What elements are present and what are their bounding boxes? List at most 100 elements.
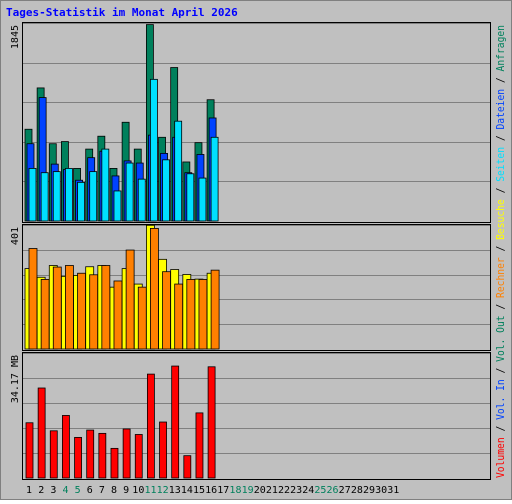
x-tick-label-day-27: 27 xyxy=(339,485,351,496)
y-max-label-visits: 401 xyxy=(10,227,21,245)
bar-volumen-day-16 xyxy=(207,366,216,479)
bar-seiten-day-11 xyxy=(149,78,158,222)
bar-volumen-day-5 xyxy=(74,436,82,479)
x-tick-label-day-22: 22 xyxy=(278,485,290,496)
bar-rechner-day-2 xyxy=(40,279,50,350)
bar-volumen-day-1 xyxy=(25,422,34,479)
x-tick-label-day-24: 24 xyxy=(302,485,314,496)
bar-seiten-day-7 xyxy=(101,148,110,222)
x-tick-label-day-31: 31 xyxy=(387,485,399,496)
legend-separator: / xyxy=(495,298,507,315)
x-tick-label-day-26: 26 xyxy=(327,485,339,496)
legend-entry: Dateien xyxy=(495,89,507,130)
bar-seiten-day-9 xyxy=(125,162,134,222)
x-tick-label-day-21: 21 xyxy=(266,485,278,496)
legend-entry: Anfragen xyxy=(495,25,507,71)
bar-seiten-day-12 xyxy=(162,159,170,222)
bar-volumen-day-3 xyxy=(49,430,58,479)
bar-rechner-day-1 xyxy=(28,248,38,350)
bar-seiten-day-5 xyxy=(77,181,85,222)
legend-entry: Volumen xyxy=(495,437,507,478)
bar-rechner-day-13 xyxy=(174,283,184,350)
bar-rechner-day-4 xyxy=(65,265,74,350)
x-tick-label-day-2: 2 xyxy=(38,485,44,496)
bar-rechner-day-7 xyxy=(101,265,111,350)
bar-rechner-day-15 xyxy=(198,279,208,350)
x-tick-label-day-23: 23 xyxy=(290,485,302,496)
x-tick-label-day-11: 11 xyxy=(144,485,156,496)
bar-volumen-day-12 xyxy=(159,421,167,479)
x-tick-label-day-3: 3 xyxy=(50,485,56,496)
legend-entry: Vol. Out xyxy=(495,315,507,361)
bar-seiten-day-13 xyxy=(174,120,183,222)
bar-seiten-day-15 xyxy=(198,177,207,222)
x-tick-label-day-20: 20 xyxy=(254,485,266,496)
bar-volumen-day-6 xyxy=(86,429,95,479)
x-tick-label-day-5: 5 xyxy=(75,485,81,496)
x-tick-label-day-14: 14 xyxy=(181,485,193,496)
bar-volumen-day-13 xyxy=(171,365,180,479)
x-tick-label-day-8: 8 xyxy=(111,485,117,496)
bar-rechner-day-16 xyxy=(210,269,220,350)
legend-separator: / xyxy=(495,240,507,257)
x-tick-label-day-16: 16 xyxy=(205,485,217,496)
legend-entry: Besuche xyxy=(495,199,507,240)
x-tick-label-day-28: 28 xyxy=(351,485,363,496)
bar-volumen-day-15 xyxy=(195,412,204,479)
bar-seiten-day-8 xyxy=(113,190,122,222)
legend-entry: Rechner xyxy=(495,257,507,298)
x-tick-label-day-29: 29 xyxy=(363,485,375,496)
x-tick-label-day-9: 9 xyxy=(123,485,129,496)
legend-entry: Vol. In xyxy=(495,379,507,420)
legend-text: Volumen / Vol. In / Vol. Out / Rechner /… xyxy=(495,25,507,478)
x-tick-label-day-4: 4 xyxy=(62,485,68,496)
bar-seiten-day-14 xyxy=(186,173,195,222)
bars xyxy=(24,24,220,479)
bar-volumen-day-10 xyxy=(134,434,143,479)
legend-separator: / xyxy=(495,71,507,88)
x-tick-label-day-10: 10 xyxy=(132,485,144,496)
bar-volumen-day-4 xyxy=(62,415,70,479)
bar-volumen-day-2 xyxy=(37,387,46,479)
bar-rechner-day-6 xyxy=(89,274,99,350)
x-tick-label-day-30: 30 xyxy=(375,485,387,496)
legend-separator: / xyxy=(495,362,507,379)
bar-seiten-day-10 xyxy=(137,178,146,222)
bar-volumen-day-14 xyxy=(183,455,192,479)
legend-separator: / xyxy=(495,130,507,147)
bar-rechner-day-8 xyxy=(113,280,123,350)
bar-rechner-day-11 xyxy=(149,228,159,350)
legend-separator: / xyxy=(495,420,507,437)
legend-entry: Seiten xyxy=(495,147,507,182)
bar-volumen-day-7 xyxy=(98,432,107,479)
x-tick-labels: 1 2 3 4 5 6 7 8 9 10 11 12 13 14 15 16 17 18 19 20 21 22 23 24 2… xyxy=(26,485,399,496)
x-tick-label-day-12: 12 xyxy=(157,485,169,496)
y-max-label-volume: 34.17 MB xyxy=(10,355,21,403)
x-tick-label-day-13: 13 xyxy=(169,485,181,496)
bar-seiten-day-4 xyxy=(65,168,73,222)
bar-rechner-day-14 xyxy=(186,279,196,350)
bar-seiten-day-2 xyxy=(40,172,49,222)
bar-rechner-day-3 xyxy=(52,266,62,350)
bar-seiten-day-16 xyxy=(210,136,219,222)
bar-seiten-day-6 xyxy=(89,171,98,222)
x-tick-label-day-17: 17 xyxy=(217,485,229,496)
legend: Volumen / Vol. In / Vol. Out / Rechner /… xyxy=(495,25,507,478)
y-max-label-requests: 1845 xyxy=(10,25,21,49)
x-tick-label-day-7: 7 xyxy=(99,485,105,496)
y-max-labels: 1845 401 34.17 MB xyxy=(10,25,21,403)
x-tick-label-day-15: 15 xyxy=(193,485,205,496)
x-tick-label-day-1: 1 xyxy=(26,485,32,496)
bar-rechner-day-10 xyxy=(137,286,147,350)
bar-rechner-day-5 xyxy=(77,272,86,350)
bar-rechner-day-12 xyxy=(162,271,171,350)
bar-volumen-day-8 xyxy=(110,447,119,479)
panels xyxy=(22,22,491,480)
x-tick-label-day-18: 18 xyxy=(229,485,241,496)
bar-seiten-day-1 xyxy=(28,168,37,222)
x-tick-label-day-25: 25 xyxy=(314,485,326,496)
bar-volumen-day-9 xyxy=(122,428,131,479)
bar-volumen-day-11 xyxy=(146,373,155,479)
